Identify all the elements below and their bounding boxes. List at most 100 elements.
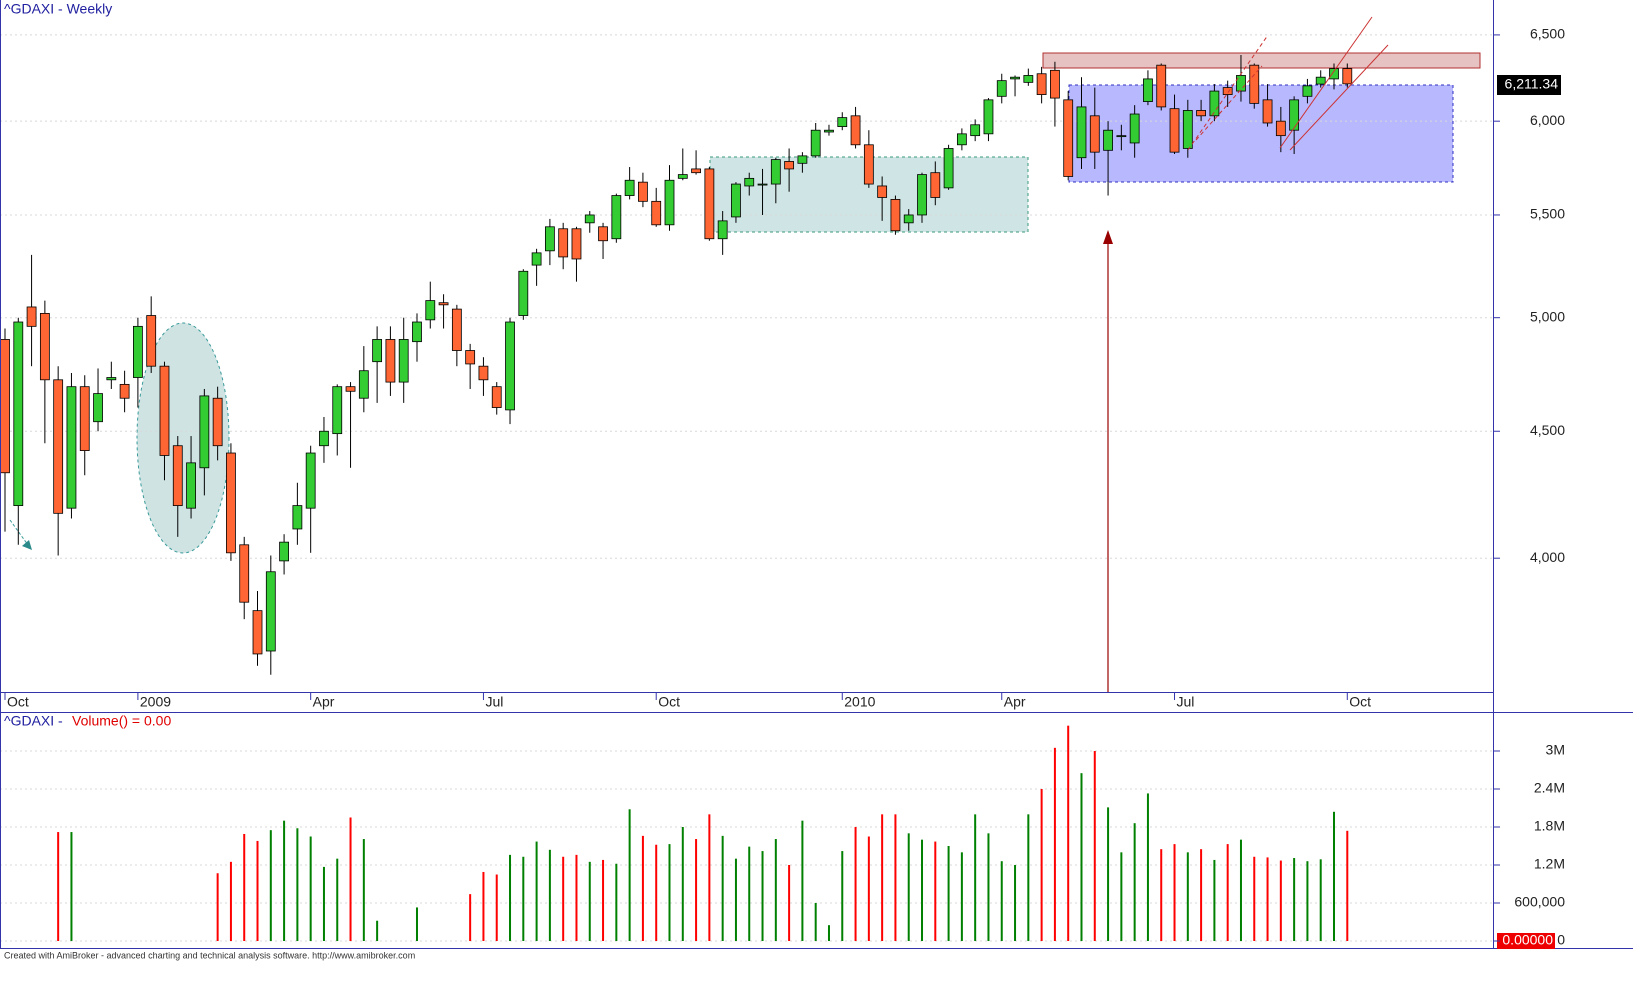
candle-body bbox=[212, 397, 223, 447]
volume-bar bbox=[322, 866, 325, 941]
candle-body bbox=[917, 174, 927, 216]
candle-body bbox=[451, 308, 462, 351]
volume-bar bbox=[814, 903, 817, 941]
candle-body bbox=[717, 220, 728, 240]
candle-body bbox=[1036, 73, 1047, 95]
candle-body bbox=[505, 321, 515, 411]
volume-bar bbox=[216, 873, 219, 941]
volume-bar bbox=[1226, 844, 1229, 941]
candle-body bbox=[1196, 110, 1206, 117]
candle-body bbox=[863, 144, 874, 185]
candle-body bbox=[1222, 87, 1233, 95]
volume-bar bbox=[1093, 751, 1096, 941]
candle-body bbox=[531, 252, 542, 266]
candle-body bbox=[704, 168, 715, 240]
volume-bar bbox=[721, 835, 724, 941]
volume-bar bbox=[269, 830, 272, 941]
candle-body bbox=[1103, 129, 1113, 151]
candle-body bbox=[79, 386, 90, 451]
volume-bar bbox=[1266, 857, 1269, 941]
candle-body bbox=[1262, 99, 1273, 124]
candle-body bbox=[332, 386, 343, 435]
volume-bar bbox=[788, 865, 791, 941]
candle-body bbox=[398, 339, 409, 383]
volume-bar bbox=[1279, 860, 1282, 941]
volume-bar bbox=[1040, 789, 1043, 941]
volume-bar bbox=[548, 849, 551, 941]
volume-bar bbox=[575, 854, 578, 941]
volume-bar bbox=[535, 841, 538, 941]
candle-body bbox=[1249, 64, 1260, 104]
candle-body bbox=[159, 365, 170, 456]
last-value-label: 6,211.34 bbox=[1505, 76, 1559, 92]
volume-bar bbox=[1186, 852, 1189, 941]
candle-body bbox=[877, 185, 888, 198]
candle-body bbox=[970, 124, 981, 137]
volume-bar bbox=[695, 839, 698, 941]
volume-bar bbox=[1253, 856, 1256, 941]
candle-body bbox=[1315, 76, 1326, 85]
candle-body bbox=[305, 452, 316, 509]
volume-bar bbox=[960, 852, 963, 941]
candle-body bbox=[425, 300, 436, 321]
volume-bar bbox=[708, 814, 711, 941]
candle-body bbox=[624, 179, 635, 196]
volume-bar bbox=[283, 820, 286, 941]
volume-bar bbox=[522, 856, 525, 941]
volume-bar bbox=[1080, 773, 1083, 941]
arrow-head bbox=[22, 540, 32, 550]
candle-body bbox=[66, 386, 77, 509]
volume-bar bbox=[376, 920, 379, 941]
candle-body bbox=[106, 377, 117, 381]
volume-bar bbox=[974, 814, 977, 941]
volume-bar bbox=[469, 894, 472, 941]
candle-body bbox=[611, 195, 622, 240]
volume-bar bbox=[801, 820, 804, 941]
volume-bar bbox=[655, 844, 658, 941]
candle-body bbox=[1169, 108, 1180, 153]
volume-bar bbox=[1000, 861, 1003, 941]
candle-body bbox=[943, 148, 954, 189]
x-tick-label: Apr bbox=[1004, 694, 1026, 710]
candle-body bbox=[956, 133, 967, 146]
candle-body bbox=[292, 505, 303, 530]
volume-bar bbox=[1146, 793, 1149, 941]
candle-body bbox=[1342, 68, 1353, 85]
panel-title: ^GDAXI - bbox=[4, 713, 63, 729]
candle-body bbox=[651, 200, 662, 226]
candle-body bbox=[1209, 90, 1220, 117]
volume-bar bbox=[774, 839, 777, 941]
footer: Created with AmiBroker - advanced charti… bbox=[4, 950, 415, 960]
candle-body bbox=[598, 226, 608, 242]
volume-bar bbox=[681, 827, 684, 941]
candle-body bbox=[1023, 75, 1034, 83]
candle-body bbox=[358, 370, 369, 399]
candle-body bbox=[319, 430, 329, 447]
volume-bar bbox=[562, 856, 565, 941]
y-tick-label: 4,500 bbox=[1530, 422, 1565, 438]
candle-body bbox=[478, 365, 489, 381]
volume-bar bbox=[867, 836, 870, 941]
candle-body bbox=[996, 80, 1007, 97]
candle-body bbox=[1063, 99, 1074, 177]
volume-bar bbox=[243, 833, 246, 941]
candle-body bbox=[372, 339, 383, 363]
candle-body bbox=[784, 161, 795, 170]
volume-bar bbox=[1213, 859, 1216, 941]
candle-body bbox=[252, 610, 263, 655]
volume-bar bbox=[1160, 849, 1163, 941]
y-tick-label: 3M bbox=[1546, 742, 1565, 758]
candle-body bbox=[731, 183, 741, 218]
y-tick-label: 5,000 bbox=[1530, 308, 1565, 324]
candle-body bbox=[199, 395, 210, 469]
candle-body bbox=[13, 321, 24, 507]
y-tick-label: 1.2M bbox=[1534, 856, 1565, 872]
y-tick-label: 1.8M bbox=[1534, 818, 1565, 834]
y-tick-label: 2.4M bbox=[1534, 780, 1565, 796]
candle-body bbox=[186, 462, 196, 509]
candle-body bbox=[757, 183, 768, 186]
y-tick-label: 5,500 bbox=[1530, 206, 1565, 222]
volume-bar bbox=[70, 832, 73, 941]
arrow-head bbox=[1103, 230, 1113, 244]
volume-bar bbox=[57, 832, 60, 941]
